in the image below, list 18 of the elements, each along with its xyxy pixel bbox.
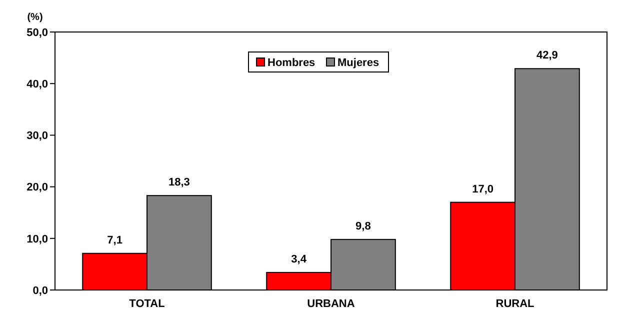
y-tick-label: 0,0 bbox=[32, 284, 48, 297]
data-label: 7,1 bbox=[107, 234, 122, 246]
y-tick-label: 10,0 bbox=[26, 233, 48, 246]
y-tick-label: 40,0 bbox=[26, 78, 48, 90]
x-tick-label: URBANA bbox=[307, 298, 355, 310]
y-axis-title: (%) bbox=[27, 12, 43, 23]
legend-label: Hombres bbox=[268, 56, 316, 69]
y-tick-label: 50,0 bbox=[26, 26, 48, 39]
x-tick-label: RURAL bbox=[496, 298, 535, 310]
data-label: 9,8 bbox=[356, 220, 371, 232]
data-label: 18,3 bbox=[168, 176, 190, 189]
y-tick-label: 30,0 bbox=[26, 130, 48, 142]
data-label: 42,9 bbox=[536, 50, 558, 62]
legend-label: Mujeres bbox=[338, 56, 380, 69]
data-label: 3,4 bbox=[291, 253, 308, 266]
data-label: 17,0 bbox=[472, 183, 494, 196]
y-tick-label: 20,0 bbox=[26, 182, 48, 194]
x-tick-label: TOTAL bbox=[129, 298, 166, 310]
